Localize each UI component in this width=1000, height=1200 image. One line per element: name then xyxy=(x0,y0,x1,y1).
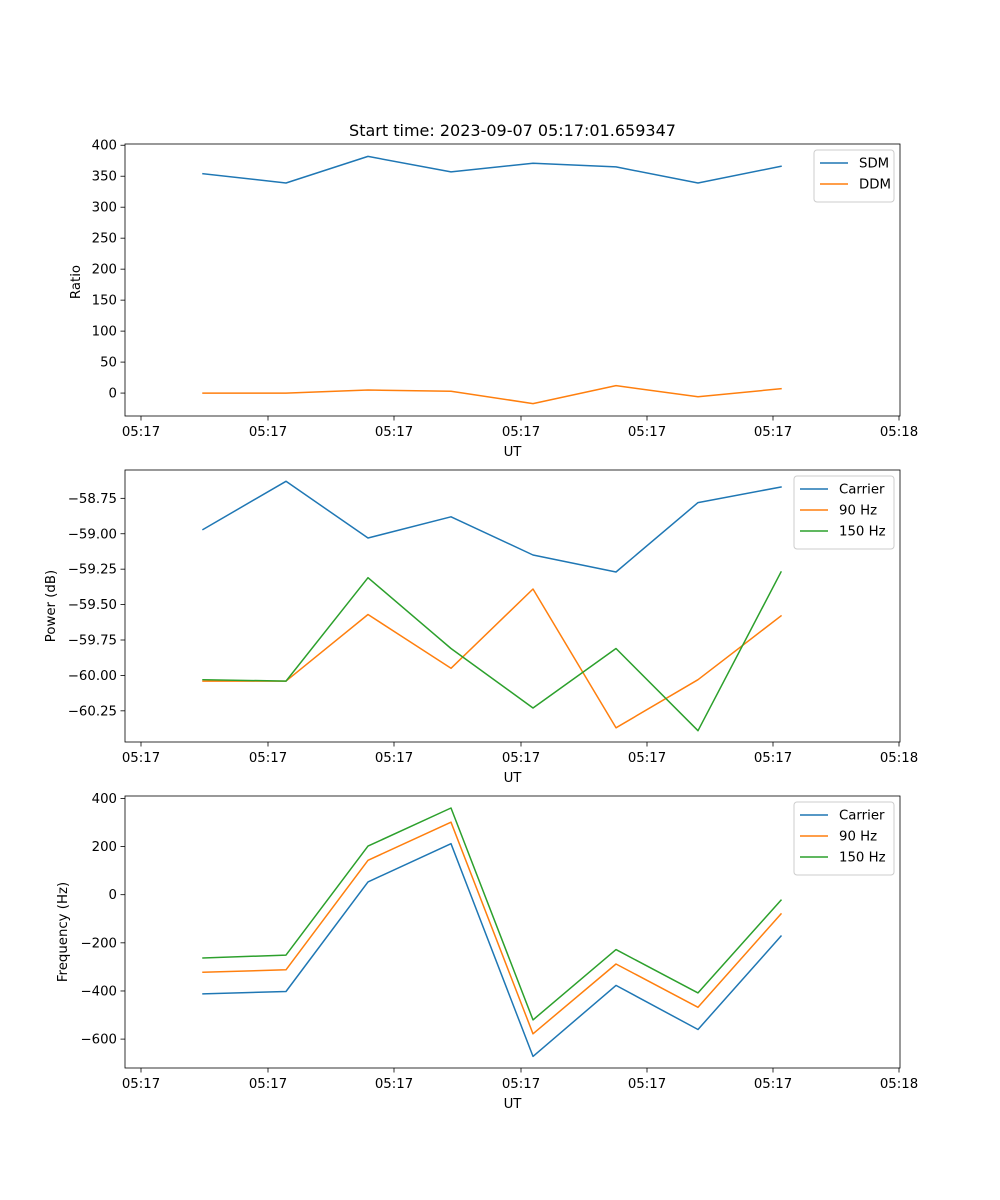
legend-entry: 150 Hz xyxy=(839,851,886,866)
legend-entry: 150 Hz xyxy=(839,525,886,540)
plot-frame xyxy=(124,469,901,743)
y-tick-label: −400 xyxy=(80,984,117,999)
y-tick-label: 0 xyxy=(109,888,117,903)
x-tick-label: 05:17 xyxy=(628,751,666,766)
x-tick-label: 05:17 xyxy=(502,751,540,766)
y-tick-label: 0 xyxy=(109,387,117,402)
y-tick-label: 200 xyxy=(92,840,117,855)
x-tick-label: 05:17 xyxy=(502,1077,540,1092)
x-tick-label: 05:17 xyxy=(249,751,287,766)
plot-frame xyxy=(124,795,901,1069)
y-tick-label: −58.75 xyxy=(68,492,117,507)
series-line-90-hz xyxy=(202,588,783,729)
chart-title: Start time: 2023-09-07 05:17:01.659347 xyxy=(349,121,676,140)
x-tick-label: 05:17 xyxy=(628,1077,666,1092)
legend-entry: DDM xyxy=(859,178,891,193)
legend-entry: Carrier xyxy=(839,483,885,498)
legend: Carrier 90 Hz 150 Hz xyxy=(793,801,895,876)
y-tick-label: 200 xyxy=(92,263,117,278)
legend-entry: 90 Hz xyxy=(839,504,877,519)
y-tick-label: 50 xyxy=(100,356,117,371)
y-tick-label: −59.50 xyxy=(68,598,117,613)
y-tick-label: 250 xyxy=(92,232,117,247)
ratio-panel: Start time: 2023-09-07 05:17:01.659347 U… xyxy=(69,121,918,460)
x-tick-label: 05:17 xyxy=(249,1077,287,1092)
y-tick-label: 300 xyxy=(92,201,117,216)
y-tick-label: −59.25 xyxy=(68,563,117,578)
y-tick-label: 150 xyxy=(92,294,117,309)
y-tick-label: −59.00 xyxy=(68,527,117,542)
series-line-carrier xyxy=(201,480,782,573)
x-tick-label: 05:17 xyxy=(754,751,792,766)
y-tick-label: 100 xyxy=(92,325,117,340)
legend-entry: SDM xyxy=(859,157,889,172)
y-tick-label: −60.25 xyxy=(68,704,117,719)
legend: Carrier 90 Hz 150 Hz xyxy=(793,475,895,550)
plot-frame xyxy=(124,143,901,417)
series-line-carrier xyxy=(202,842,783,1058)
y-tick-label: −600 xyxy=(80,1033,117,1048)
series-line-ddm xyxy=(202,384,782,405)
y-tick-label: −60.00 xyxy=(68,669,117,684)
x-tick-label: 05:18 xyxy=(880,1077,918,1092)
y-axis-label: Ratio xyxy=(69,265,84,299)
y-tick-label: 400 xyxy=(92,139,117,154)
x-axis-label: UT xyxy=(504,1097,523,1112)
x-tick-label: 05:17 xyxy=(628,425,666,440)
y-tick-label: 350 xyxy=(92,170,117,185)
legend-entry: Carrier xyxy=(839,809,885,824)
x-tick-label: 05:18 xyxy=(880,751,918,766)
legend-entry: 90 Hz xyxy=(839,830,877,845)
x-tick-label: 05:17 xyxy=(122,1077,160,1092)
frequency-panel: UT Frequency (Hz) 05:17 05:17 05:17 05:17 05… xyxy=(56,792,918,1112)
x-tick-label: 05:17 xyxy=(249,425,287,440)
legend: SDM DDM xyxy=(813,149,895,203)
x-tick-label: 05:18 xyxy=(880,425,918,440)
x-tick-label: 05:17 xyxy=(375,1077,413,1092)
series-line-90-hz xyxy=(202,821,783,1035)
x-tick-label: 05:17 xyxy=(754,1077,792,1092)
x-tick-label: 05:17 xyxy=(502,425,540,440)
x-tick-label: 05:17 xyxy=(375,425,413,440)
y-axis-label: Power (dB) xyxy=(44,570,59,642)
y-axis-label: Frequency (Hz) xyxy=(56,882,71,982)
x-axis-label: UT xyxy=(504,445,523,460)
y-tick-label: −200 xyxy=(80,936,117,951)
x-tick-label: 05:17 xyxy=(122,425,160,440)
series-line-sdm xyxy=(202,155,782,184)
series-line-150-hz xyxy=(202,807,783,1021)
x-tick-label: 05:17 xyxy=(754,425,792,440)
power-panel: UT Power (dB) 05:17 05:17 05:17 05:17 05:17 0… xyxy=(44,469,918,786)
x-tick-label: 05:17 xyxy=(122,751,160,766)
x-tick-label: 05:17 xyxy=(375,751,413,766)
y-tick-label: −59.75 xyxy=(68,634,117,649)
y-tick-label: 400 xyxy=(92,792,117,807)
series-line-150-hz xyxy=(202,570,783,732)
x-axis-label: UT xyxy=(504,771,523,786)
